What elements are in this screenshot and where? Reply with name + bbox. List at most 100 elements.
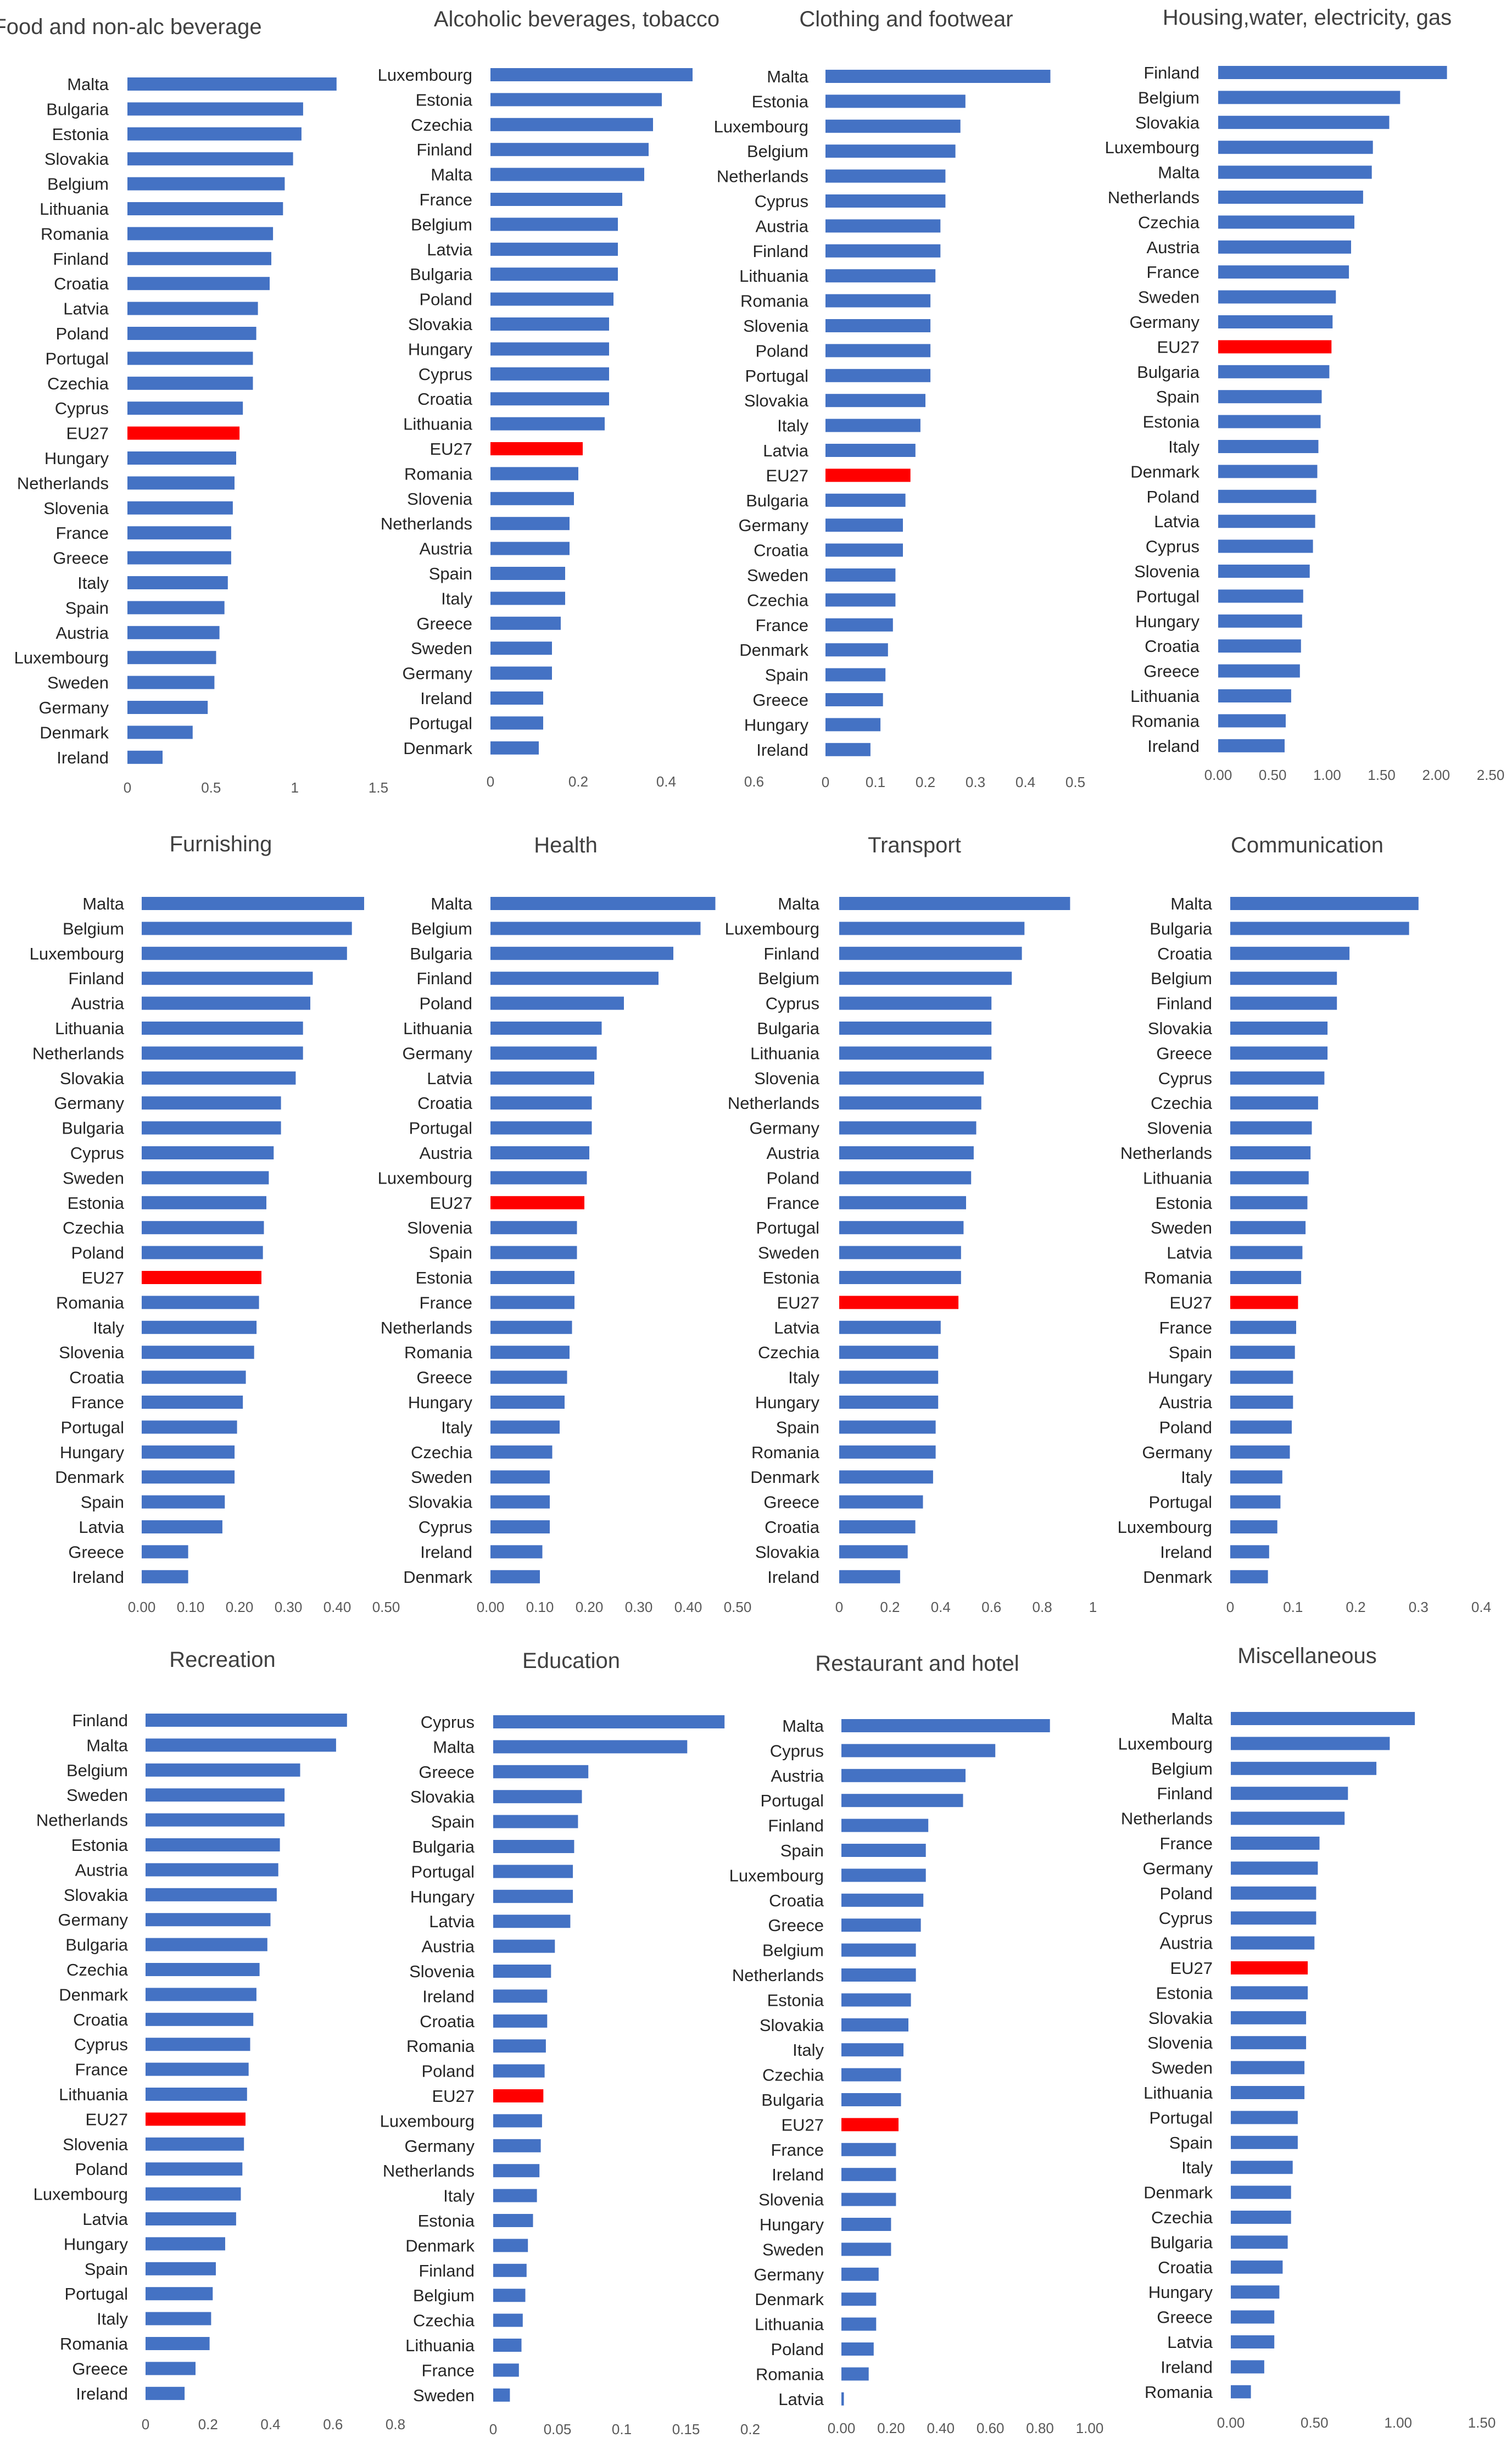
bar-education-estonia xyxy=(493,2214,533,2227)
category-label-misc-hungary: Hungary xyxy=(1148,2283,1213,2302)
category-label-restaurant-sweden: Sweden xyxy=(762,2240,824,2259)
category-label-alcohol-poland: Poland xyxy=(419,290,472,309)
bar-health-bulgaria xyxy=(490,946,673,960)
bar-alcohol-slovakia xyxy=(490,317,609,331)
bar-clothing-france xyxy=(825,618,893,632)
category-label-clothing-poland: Poland xyxy=(755,341,808,360)
bar-health-slovakia xyxy=(490,1495,550,1509)
category-label-transport-hungary: Hungary xyxy=(755,1393,820,1412)
category-label-transport-poland: Poland xyxy=(766,1168,819,1187)
category-label-clothing-spain: Spain xyxy=(765,666,808,685)
category-label-misc-romania: Romania xyxy=(1145,2383,1213,2402)
category-label-clothing-netherlands: Netherlands xyxy=(717,167,808,186)
bar-health-czechia xyxy=(490,1445,553,1459)
category-label-health-croatia: Croatia xyxy=(417,1094,473,1113)
category-label-clothing-ireland: Ireland xyxy=(756,740,808,760)
category-label-furnishing-slovakia: Slovakia xyxy=(60,1069,125,1088)
bar-alcohol-bulgaria xyxy=(490,267,618,281)
category-label-housing-sweden: Sweden xyxy=(1138,288,1199,307)
category-label-education-greece: Greece xyxy=(419,1762,475,1782)
x-tick-label-restaurant: 1.00 xyxy=(1076,2420,1104,2436)
category-label-restaurant-france: France xyxy=(771,2140,824,2160)
category-label-housing-finland: Finland xyxy=(1143,63,1199,82)
category-label-misc-netherlands: Netherlands xyxy=(1121,1809,1213,1828)
bar-furnishing-slovenia xyxy=(142,1346,254,1359)
x-tick-label-food: 0 xyxy=(124,779,131,796)
bar-restaurant-bulgaria xyxy=(841,2093,901,2106)
bar-furnishing-finland xyxy=(142,972,313,985)
bar-health-germany xyxy=(490,1046,597,1060)
bar-communication-luxembourg xyxy=(1230,1520,1277,1533)
bar-furnishing-sweden xyxy=(142,1171,269,1185)
category-label-food-austria: Austria xyxy=(56,623,109,643)
category-label-transport-slovakia: Slovakia xyxy=(755,1542,820,1561)
category-label-transport-latvia: Latvia xyxy=(774,1318,819,1337)
category-label-communication-sweden: Sweden xyxy=(1151,1218,1212,1237)
bar-clothing-romania xyxy=(825,294,931,308)
bar-housing-cyprus xyxy=(1218,539,1313,553)
bar-communication-sweden xyxy=(1230,1221,1306,1235)
bar-alcohol-eu27 xyxy=(490,442,583,455)
category-label-education-latvia: Latvia xyxy=(429,1912,475,1931)
category-label-furnishing-greece: Greece xyxy=(68,1542,124,1561)
category-label-misc-italy: Italy xyxy=(1181,2158,1213,2177)
category-label-recreation-estonia: Estonia xyxy=(71,1836,129,1855)
category-label-health-estonia: Estonia xyxy=(416,1268,473,1287)
bar-recreation-luxembourg xyxy=(146,2187,241,2201)
bar-clothing-malta xyxy=(825,70,1051,83)
bar-alcohol-spain xyxy=(490,567,565,580)
x-tick-label-restaurant: 0.40 xyxy=(927,2420,955,2436)
category-label-clothing-italy: Italy xyxy=(777,416,808,436)
x-tick-label-clothing: 0.1 xyxy=(866,774,885,790)
bar-transport-eu27 xyxy=(839,1296,959,1309)
bar-furnishing-croatia xyxy=(142,1370,246,1384)
bar-housing-romania xyxy=(1218,714,1286,728)
category-label-clothing-lithuania: Lithuania xyxy=(739,266,809,286)
bar-communication-poland xyxy=(1230,1420,1292,1434)
bar-furnishing-latvia xyxy=(142,1520,222,1533)
x-tick-label-alcohol: 0.2 xyxy=(568,773,588,790)
category-label-restaurant-belgium: Belgium xyxy=(762,1941,824,1960)
bar-furnishing-hungary xyxy=(142,1445,235,1459)
category-label-housing-estonia: Estonia xyxy=(1143,412,1200,432)
category-label-alcohol-ireland: Ireland xyxy=(420,689,472,708)
bar-education-denmark xyxy=(493,2239,528,2252)
x-tick-label-housing: 1.00 xyxy=(1313,767,1341,783)
category-label-misc-sweden: Sweden xyxy=(1151,2059,1213,2078)
bar-health-croatia xyxy=(490,1096,592,1110)
chart-title-restaurant: Restaurant and hotel xyxy=(815,1652,1019,1676)
category-label-restaurant-portugal: Portugal xyxy=(761,1791,824,1810)
category-label-food-croatia: Croatia xyxy=(54,274,109,293)
category-label-food-germany: Germany xyxy=(39,698,109,717)
bar-food-sweden xyxy=(127,676,215,689)
bar-communication-austria xyxy=(1230,1396,1293,1409)
bar-food-poland xyxy=(127,327,256,340)
bar-clothing-greece xyxy=(825,693,883,706)
chart-title-communication: Communication xyxy=(1231,833,1383,857)
category-label-education-ireland: Ireland xyxy=(422,1987,475,2006)
bar-education-latvia xyxy=(493,1915,571,1928)
bar-alcohol-belgium xyxy=(490,217,618,231)
category-label-alcohol-romania: Romania xyxy=(404,464,473,483)
category-label-misc-estonia: Estonia xyxy=(1156,1983,1213,2002)
bar-housing-greece xyxy=(1218,664,1300,678)
bar-alcohol-estonia xyxy=(490,93,662,107)
x-tick-label-communication: 0.4 xyxy=(1471,1599,1491,1615)
category-label-alcohol-austria: Austria xyxy=(420,539,473,559)
x-tick-label-communication: 0.2 xyxy=(1346,1599,1365,1615)
bar-transport-slovakia xyxy=(839,1545,908,1559)
bar-furnishing-portugal xyxy=(142,1420,237,1434)
bar-clothing-finland xyxy=(825,244,941,258)
x-tick-label-alcohol: 0.6 xyxy=(744,773,764,790)
x-tick-label-furnishing: 0.00 xyxy=(128,1599,156,1615)
category-label-food-belgium: Belgium xyxy=(47,175,109,194)
bar-alcohol-finland xyxy=(490,143,649,157)
x-tick-label-housing: 0.50 xyxy=(1259,767,1287,783)
bar-clothing-sweden xyxy=(825,568,896,582)
category-label-housing-austria: Austria xyxy=(1147,238,1200,257)
bar-clothing-eu27 xyxy=(825,468,911,482)
category-label-transport-lithuania: Lithuania xyxy=(750,1044,820,1063)
category-label-furnishing-france: France xyxy=(71,1393,124,1412)
bar-furnishing-france xyxy=(142,1396,243,1409)
category-label-clothing-austria: Austria xyxy=(756,216,809,236)
